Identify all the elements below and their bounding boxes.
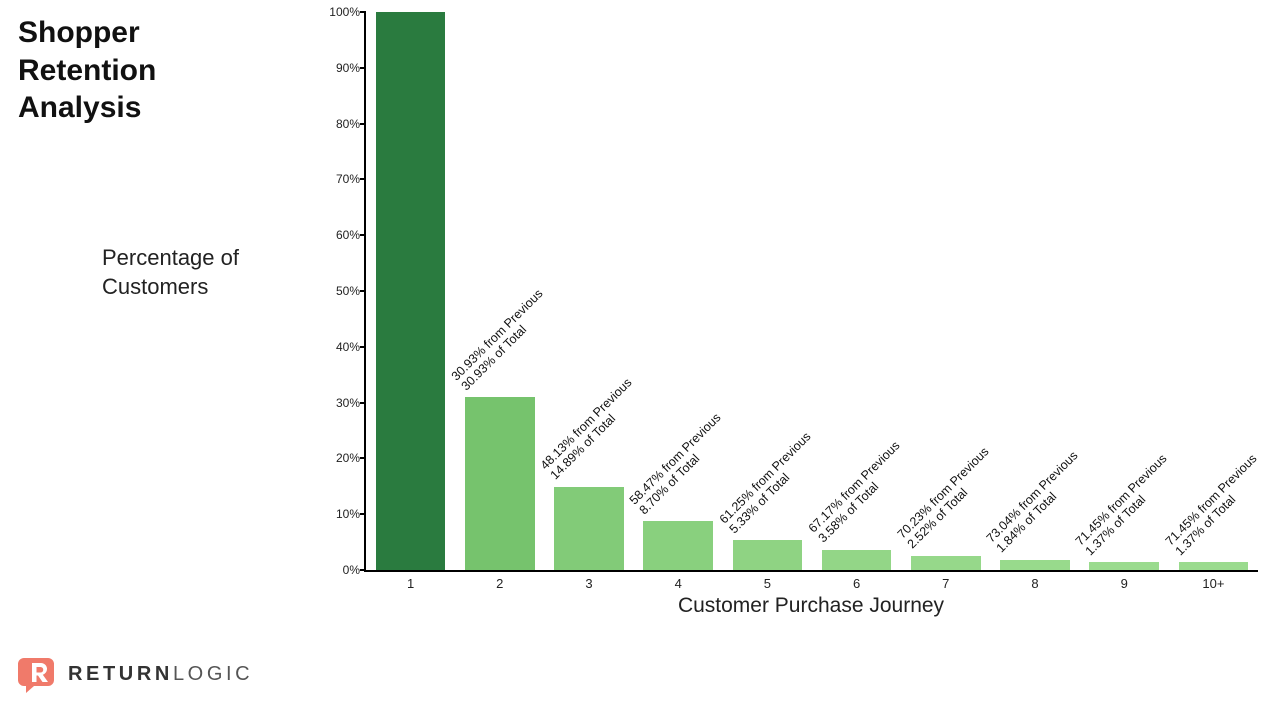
bar — [376, 12, 446, 570]
bar — [643, 521, 713, 570]
x-tick-label: 10+ — [1202, 570, 1224, 591]
bar-annotation: 48.13% from Previous14.89% of Total — [538, 376, 645, 483]
brand-logo-mark — [18, 654, 58, 694]
bar — [1000, 560, 1070, 570]
brand-logo-text-bold: RETURN — [68, 663, 173, 685]
bar — [1089, 562, 1159, 570]
brand-logo-text: RETURNLOGIC — [68, 663, 253, 686]
x-tick-label: 9 — [1121, 570, 1128, 591]
x-tick-label: 6 — [853, 570, 860, 591]
x-tick-label: 4 — [675, 570, 682, 591]
bar-annotation: 30.93% from Previous30.93% of Total — [449, 286, 556, 393]
bar — [733, 540, 803, 570]
page-title: ShopperRetentionAnalysis — [18, 14, 156, 127]
chart-plot-area: 0%10%20%30%40%50%60%70%80%90%100%1230.93… — [364, 12, 1258, 572]
x-tick-label: 8 — [1031, 570, 1038, 591]
bar — [911, 556, 981, 570]
retention-chart: 0%10%20%30%40%50%60%70%80%90%100%1230.93… — [328, 12, 1258, 612]
y-axis-label: Percentage ofCustomers — [102, 244, 239, 301]
bar-annotation: 58.47% from Previous8.70% of Total — [627, 410, 734, 517]
x-tick-label: 7 — [942, 570, 949, 591]
x-tick-label: 1 — [407, 570, 414, 591]
x-axis-label: Customer Purchase Journey — [364, 594, 1258, 618]
x-tick-label: 2 — [496, 570, 503, 591]
bar — [1179, 562, 1249, 570]
bar-annotation: 61.25% from Previous5.33% of Total — [716, 429, 823, 536]
brand-logo-text-rest: LOGIC — [173, 663, 253, 685]
bar — [554, 487, 624, 570]
bar-annotation: 71.45% from Previous1.37% of Total — [1162, 451, 1269, 558]
bar — [465, 397, 535, 570]
x-tick-label: 3 — [585, 570, 592, 591]
x-tick-label: 5 — [764, 570, 771, 591]
brand-logo: RETURNLOGIC — [18, 654, 253, 694]
bar — [822, 550, 892, 570]
